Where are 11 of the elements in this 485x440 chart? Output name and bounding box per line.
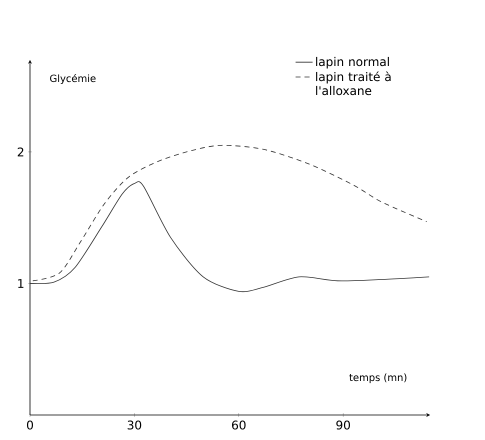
x-tick-label: 30 xyxy=(128,420,142,430)
x-tick-label: 0 xyxy=(26,420,34,430)
legend-label: lapin normal xyxy=(316,56,389,68)
y-tick-label: 2 xyxy=(18,147,24,156)
y-axis-title: Glycémie xyxy=(50,74,96,84)
x-axis-title: temps (mn) xyxy=(349,373,406,384)
y-tick-label: 1 xyxy=(18,279,24,288)
x-tick-label: 90 xyxy=(336,420,350,430)
x-tick-label: 60 xyxy=(232,420,246,430)
line-series xyxy=(32,144,428,282)
legend-label: lapin traité à l'alloxane xyxy=(316,71,391,96)
